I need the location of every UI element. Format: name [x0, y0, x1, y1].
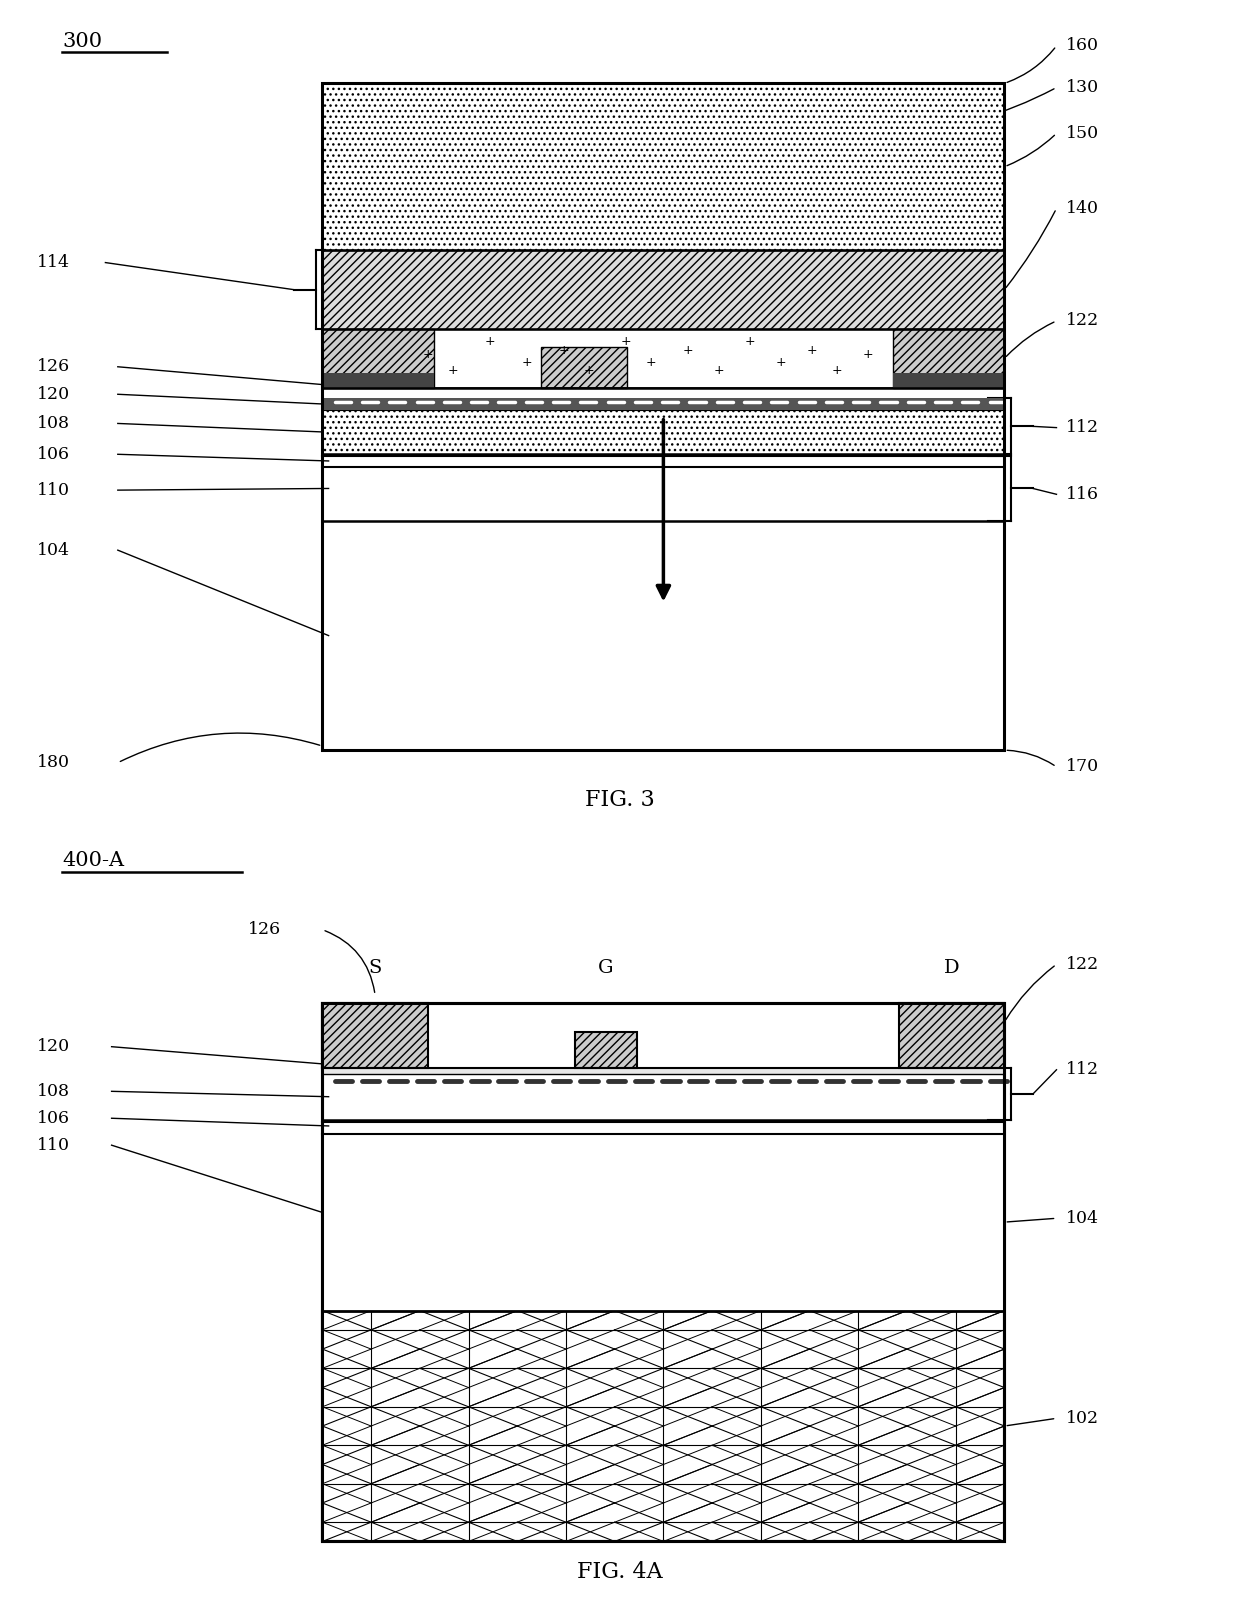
Text: 116: 116 [1066, 486, 1100, 503]
Text: 126: 126 [248, 922, 281, 938]
Text: 126: 126 [37, 357, 71, 375]
Text: 112: 112 [1066, 1061, 1100, 1079]
Text: 114: 114 [37, 253, 71, 271]
Text: G: G [598, 959, 614, 978]
Text: 120: 120 [37, 386, 71, 402]
Text: 122: 122 [1066, 955, 1100, 973]
Bar [322, 329, 434, 388]
Bar [899, 1003, 1004, 1068]
Text: +: + [807, 343, 817, 356]
Bar [322, 1003, 1004, 1542]
Bar [322, 1068, 1004, 1074]
Text: +: + [832, 364, 842, 377]
Text: 110: 110 [37, 1137, 71, 1154]
Bar [322, 1311, 1004, 1542]
Text: 104: 104 [37, 542, 71, 559]
Text: +: + [776, 356, 786, 369]
Bar [322, 1120, 1004, 1122]
Text: 106: 106 [37, 446, 71, 463]
Bar [322, 1003, 428, 1068]
Text: 104: 104 [1066, 1210, 1100, 1226]
Bar [322, 399, 1004, 410]
Text: D: D [944, 959, 960, 978]
Text: 400-A: 400-A [62, 851, 124, 870]
Text: S: S [368, 959, 382, 978]
Bar [893, 372, 1004, 388]
Bar [575, 1032, 637, 1068]
Bar [541, 346, 627, 388]
Text: 108: 108 [37, 415, 71, 431]
Text: +: + [522, 356, 532, 369]
Text: 130: 130 [1066, 79, 1100, 96]
Bar [322, 474, 622, 521]
Bar [322, 410, 1004, 454]
Text: +: + [559, 343, 569, 356]
Text: +: + [683, 343, 693, 356]
Bar [622, 474, 1004, 521]
Bar [322, 250, 1004, 329]
Text: +: + [646, 356, 656, 369]
Text: +: + [448, 364, 458, 377]
Bar [322, 329, 1004, 388]
Text: 300: 300 [62, 32, 102, 51]
Bar [893, 329, 1004, 388]
Bar [322, 83, 1004, 750]
Text: 160: 160 [1066, 37, 1100, 55]
Text: +: + [745, 335, 755, 348]
Text: FIG. 3: FIG. 3 [585, 789, 655, 811]
Text: FIG. 4A: FIG. 4A [577, 1561, 663, 1584]
Text: +: + [714, 364, 724, 377]
Text: 102: 102 [1066, 1409, 1100, 1427]
Text: +: + [621, 335, 631, 348]
Text: 180: 180 [37, 753, 71, 771]
Bar [322, 1133, 1004, 1311]
Text: 108: 108 [37, 1082, 71, 1100]
Text: 150: 150 [1066, 125, 1100, 143]
Bar [322, 83, 1004, 250]
Text: +: + [584, 364, 594, 377]
Text: 112: 112 [1066, 418, 1100, 436]
Text: +: + [863, 348, 873, 361]
Text: 140: 140 [1066, 200, 1100, 216]
Text: 170: 170 [1066, 758, 1100, 776]
Text: 106: 106 [37, 1109, 71, 1127]
Text: 122: 122 [1066, 313, 1100, 330]
Text: +: + [423, 348, 433, 361]
Bar [322, 521, 1004, 750]
Bar [322, 372, 434, 388]
Text: 110: 110 [37, 481, 71, 499]
Text: 120: 120 [37, 1039, 71, 1055]
Bar [322, 1003, 1004, 1542]
Text: +: + [485, 335, 495, 348]
